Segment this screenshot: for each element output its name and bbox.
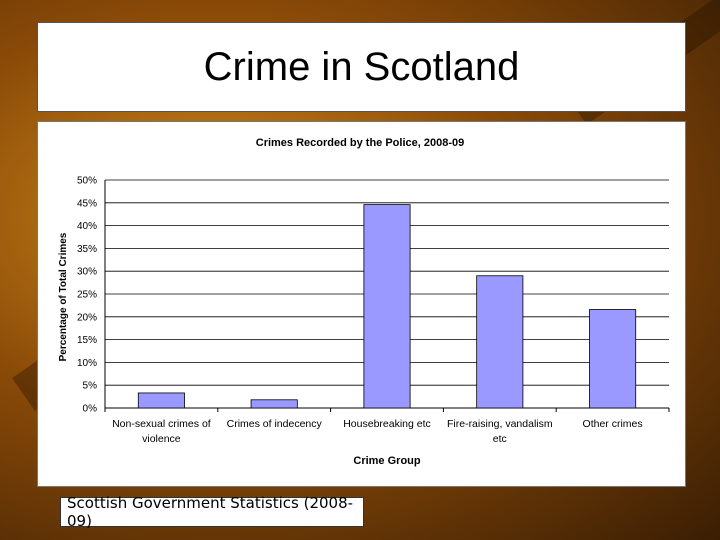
x-tick-label: Crimes of indecency xyxy=(227,418,323,430)
chart-frame: Crimes Recorded by the Police, 2008-09 P… xyxy=(37,121,686,487)
y-tick-label: 25% xyxy=(77,290,97,301)
source-text: Scottish Government Statistics (2008-09) xyxy=(67,494,354,530)
bar xyxy=(476,275,524,409)
y-tick-label: 10% xyxy=(77,358,97,369)
slide-title: Crime in Scotland xyxy=(203,44,520,89)
chart-title: Crimes Recorded by the Police, 2008-09 xyxy=(256,137,464,149)
x-axis-label: Crime Group xyxy=(353,455,421,467)
y-tick-label: 5% xyxy=(83,381,98,392)
y-tick-label: 45% xyxy=(77,198,97,209)
x-tick-label: Other crimes xyxy=(583,418,643,430)
x-tick-label: Housebreaking etc xyxy=(343,418,431,430)
y-tick-label: 30% xyxy=(77,267,97,278)
y-tick-label: 0% xyxy=(83,404,98,415)
x-tick-label: violence xyxy=(142,433,181,445)
bar xyxy=(250,399,298,409)
y-tick-label: 20% xyxy=(77,312,97,323)
y-axis-label: Percentage of Total Crimes xyxy=(58,232,69,361)
y-tick-label: 50% xyxy=(77,176,97,187)
slide-title-box: Crime in Scotland xyxy=(37,22,686,112)
bar xyxy=(137,392,185,409)
y-tick-label: 40% xyxy=(77,221,97,232)
x-tick-label: Fire-raising, vandalism xyxy=(447,418,553,430)
bar xyxy=(363,204,411,409)
bar-chart: Crimes Recorded by the Police, 2008-09 P… xyxy=(58,137,670,467)
y-tick-label: 35% xyxy=(77,244,97,255)
x-tick-label: Non-sexual crimes of xyxy=(112,418,211,430)
bar xyxy=(589,309,637,409)
x-tick-label: etc xyxy=(493,433,507,445)
y-tick-label: 15% xyxy=(77,335,97,346)
source-caption: Scottish Government Statistics (2008-09) xyxy=(60,494,364,530)
